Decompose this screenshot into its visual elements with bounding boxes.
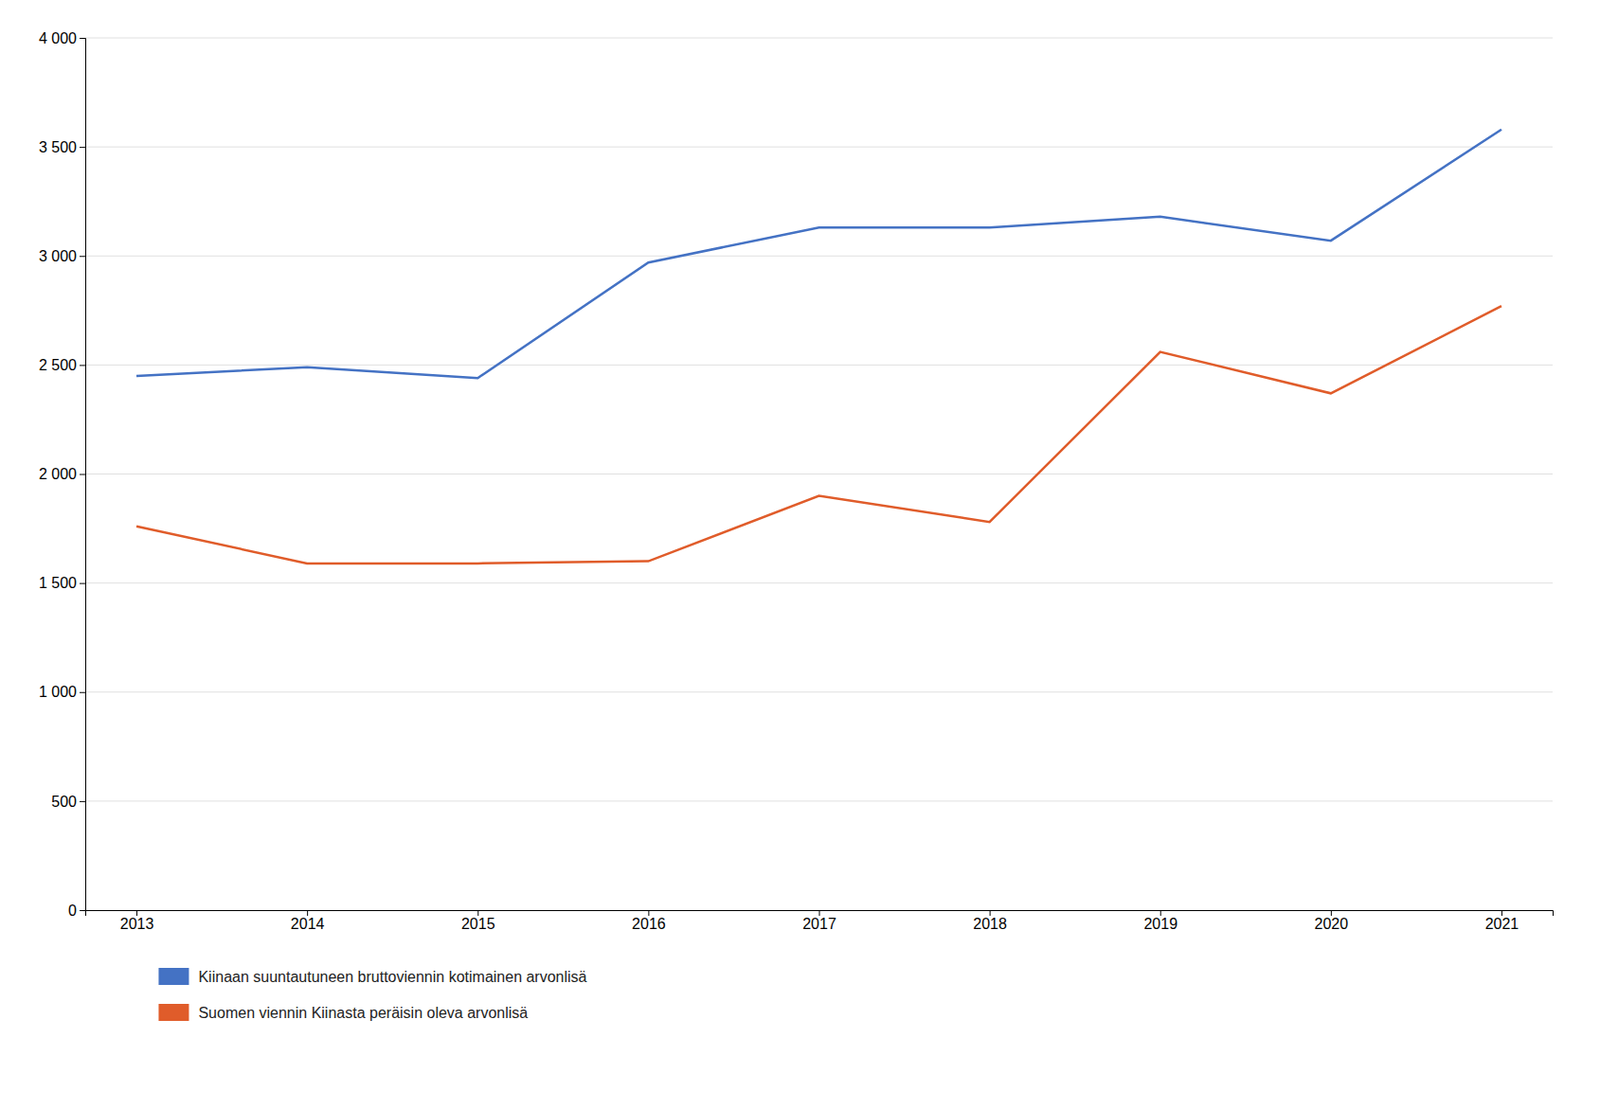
tick-mark <box>477 910 479 917</box>
tick-mark <box>79 801 86 803</box>
tick: 1 000 <box>38 683 86 701</box>
tick-label: 2018 <box>972 916 1007 933</box>
chart: 0 500 1 000 1 500 2 000 2 500 3 000 3 500 4 000 2… <box>0 0 1600 1109</box>
tick: 500 <box>51 792 86 809</box>
legend-label: Suomen viennin Kiinasta peräisin oleva a… <box>197 1005 528 1022</box>
tick-mark <box>79 692 86 694</box>
series-line <box>136 129 1502 378</box>
grid-line <box>85 691 1553 693</box>
tick-mark <box>989 910 991 917</box>
tick: 2018 <box>972 910 1007 933</box>
tick-mark <box>1501 910 1503 917</box>
grid-line <box>85 800 1553 802</box>
tick: 2015 <box>461 910 496 933</box>
grid-line <box>85 37 1553 39</box>
tick-mark <box>79 910 86 912</box>
tick-label: 3 500 <box>38 139 77 156</box>
axis-line <box>86 911 1554 917</box>
tick-mark <box>306 910 308 917</box>
legend-label: Kiinaan suuntautuneen bruttoviennin koti… <box>197 969 587 986</box>
series-line <box>136 305 1502 564</box>
tick-label: 2015 <box>461 916 496 933</box>
tick-label: 2 500 <box>38 357 77 374</box>
tick-label: 2020 <box>1314 916 1349 933</box>
tick: 1 500 <box>38 575 86 592</box>
tick-mark <box>136 910 138 917</box>
grid-line <box>85 364 1553 366</box>
tick: 2 500 <box>38 357 86 374</box>
series-group <box>136 129 1502 564</box>
grid-line <box>85 255 1553 257</box>
tick-mark <box>79 255 86 257</box>
plot: 0 500 1 000 1 500 2 000 2 500 3 000 3 500 4 000 2… <box>38 30 1554 1022</box>
tick-mark <box>819 910 821 917</box>
tick: 2021 <box>1485 910 1520 933</box>
legend: Kiinaan suuntautuneen bruttoviennin koti… <box>158 968 587 1022</box>
tick: 2019 <box>1143 910 1178 933</box>
tick-label: 0 <box>68 902 77 919</box>
tick-label: 500 <box>51 792 77 809</box>
tick-label: 4 000 <box>38 30 77 47</box>
tick: 3 500 <box>38 139 86 156</box>
tick-label: 2019 <box>1143 916 1178 933</box>
tick-label: 2017 <box>802 916 837 933</box>
tick-label: 2014 <box>290 916 325 933</box>
axis-line <box>79 38 87 912</box>
x-axis: 2013 2014 2015 2016 2017 2018 2019 2020 2021 <box>86 910 1554 933</box>
tick-label: 2 000 <box>38 466 77 483</box>
grid-line <box>85 146 1553 148</box>
tick-label: 2013 <box>120 916 155 933</box>
tick: 2017 <box>802 910 837 933</box>
tick: 2020 <box>1314 910 1349 933</box>
legend-swatch <box>158 1004 189 1022</box>
legend-swatch <box>158 968 189 986</box>
tick-mark <box>79 474 86 476</box>
tick-mark <box>79 37 86 39</box>
tick: 2013 <box>120 910 155 933</box>
tick-mark <box>79 583 86 585</box>
tick: 4 000 <box>38 30 86 47</box>
tick-label: 2016 <box>631 916 666 933</box>
tick-label: 1 500 <box>38 575 77 592</box>
legend-entry: Kiinaan suuntautuneen bruttoviennin koti… <box>158 968 587 986</box>
grid <box>85 37 1553 911</box>
y-axis: 0 500 1 000 1 500 2 000 2 500 3 000 3 500 4 000 <box>38 30 87 919</box>
tick: 2 000 <box>38 466 86 483</box>
tick-mark <box>1330 910 1332 917</box>
tick-mark <box>79 364 86 366</box>
grid-line <box>85 473 1553 475</box>
grid-line <box>85 582 1553 584</box>
tick-label: 2021 <box>1485 916 1520 933</box>
tick: 2014 <box>290 910 325 933</box>
tick: 2016 <box>631 910 666 933</box>
tick: 0 <box>68 902 86 919</box>
tick-label: 3 000 <box>38 248 77 265</box>
tick-label: 1 000 <box>38 683 77 701</box>
tick-mark <box>1160 910 1162 917</box>
tick-mark <box>647 910 649 917</box>
legend-entry: Suomen viennin Kiinasta peräisin oleva a… <box>158 1004 528 1022</box>
tick-mark <box>79 146 86 148</box>
tick: 3 000 <box>38 248 86 265</box>
